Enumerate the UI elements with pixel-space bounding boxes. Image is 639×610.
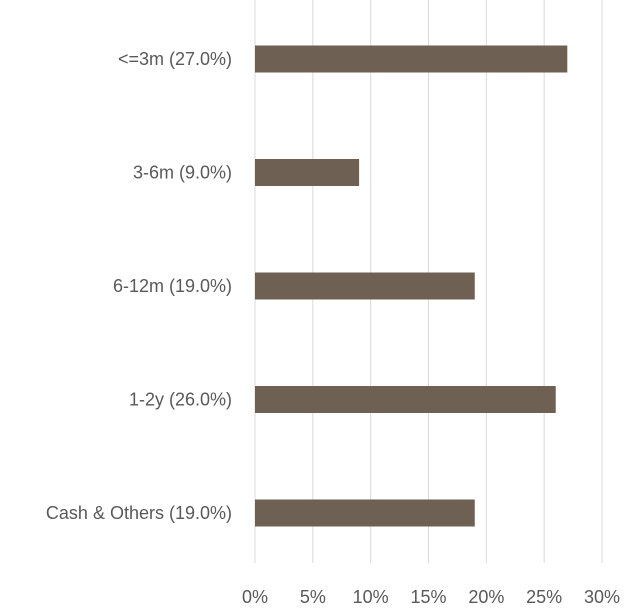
bar xyxy=(255,159,360,186)
category-labels: <=3m (27.0%) 3-6m (9.0%) 6-12m (19.0%) 1-2y… xyxy=(46,49,232,523)
bar xyxy=(255,272,475,300)
x-tick-label: 15% xyxy=(410,587,446,607)
x-tick-label: 30% xyxy=(584,587,620,607)
x-tick-label: 25% xyxy=(526,587,562,607)
bar xyxy=(255,386,556,413)
bars xyxy=(255,45,568,527)
x-tick-label: 5% xyxy=(300,587,326,607)
category-label: 1-2y (26.0%) xyxy=(129,390,232,410)
category-label: Cash & Others (19.0%) xyxy=(46,503,232,523)
category-label: <=3m (27.0%) xyxy=(118,49,232,69)
x-axis-tick-labels: 0% 5% 10% 15% 20% 25% 30% xyxy=(242,587,620,607)
category-label: 3-6m (9.0%) xyxy=(133,163,232,183)
bar xyxy=(255,499,475,527)
category-label: 6-12m (19.0%) xyxy=(113,276,232,296)
x-tick-label: 20% xyxy=(468,587,504,607)
bar xyxy=(255,45,568,73)
x-tick-label: 10% xyxy=(353,587,389,607)
x-tick-label: 0% xyxy=(242,587,268,607)
